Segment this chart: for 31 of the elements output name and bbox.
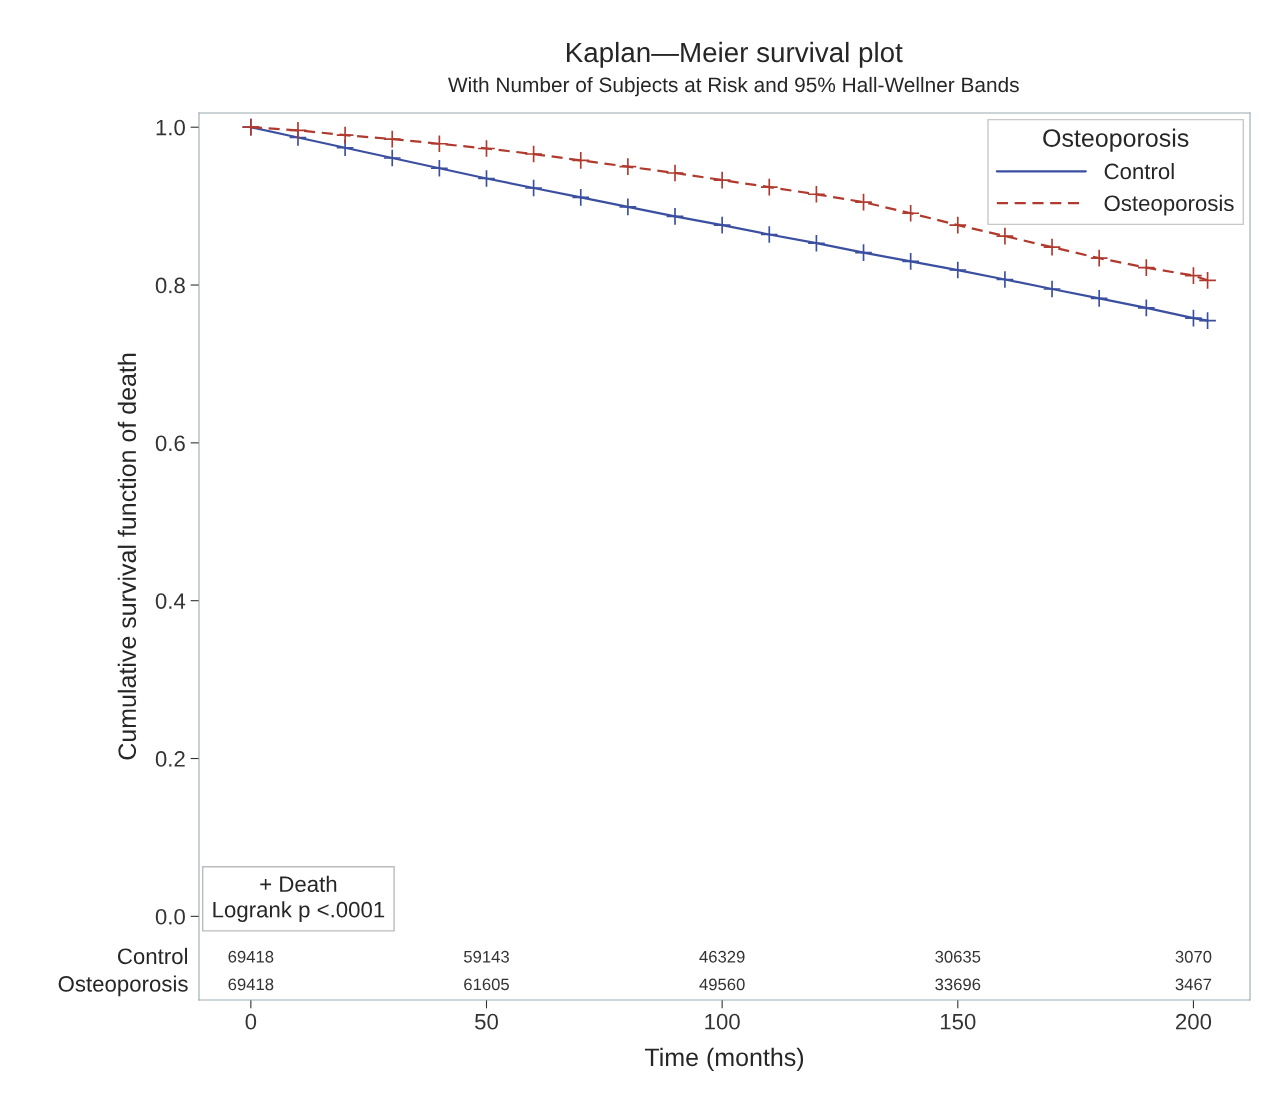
x-axis-title: Time (months) <box>644 1047 804 1072</box>
chart-subtitle: With Number of Subjects at Risk and 95% Hall-Wellner Bands <box>448 76 1019 97</box>
y-tick-label: 0.2 <box>155 751 185 767</box>
text: Control <box>117 947 188 965</box>
annotation: 3467 <box>1175 978 1212 991</box>
annotation: 46329 <box>699 950 745 963</box>
annotation: 49560 <box>699 978 745 991</box>
x-tick-label: 200 <box>1176 1013 1212 1030</box>
annotation: 59143 <box>463 950 509 963</box>
y-tick-label: 0.4 <box>155 593 186 609</box>
y-tick-label: 0.0 <box>155 908 185 925</box>
y-tick-label: 1.0 <box>156 119 185 136</box>
chart-title: Kaplan—Meier survival plot <box>566 41 903 68</box>
x-tick-label: 0 <box>245 1013 257 1030</box>
annotation: + Death Logrank p <.0001 <box>213 875 385 922</box>
annotation: 3070 <box>1175 950 1212 963</box>
y-axis-title: Cumulative survival function of death <box>117 353 137 760</box>
annotation: 61605 <box>464 978 509 991</box>
annotation: 30635 <box>935 950 981 963</box>
annotation: 33696 <box>935 978 981 991</box>
legend-label: Control <box>1104 162 1174 180</box>
annotation: 69418 <box>228 950 274 963</box>
x-tick-label: 50 <box>475 1013 498 1030</box>
legend-title: Osteoporosis <box>1043 128 1189 152</box>
text: Osteoporosis <box>58 975 188 997</box>
y-tick-label: 0.8 <box>155 277 185 294</box>
x-tick-label: 100 <box>705 1013 740 1030</box>
legend-label: Osteoporosis <box>1104 194 1234 216</box>
x-tick-label: 150 <box>940 1013 976 1030</box>
annotation: 69418 <box>228 978 274 991</box>
y-tick-label: 0.6 <box>155 435 185 452</box>
